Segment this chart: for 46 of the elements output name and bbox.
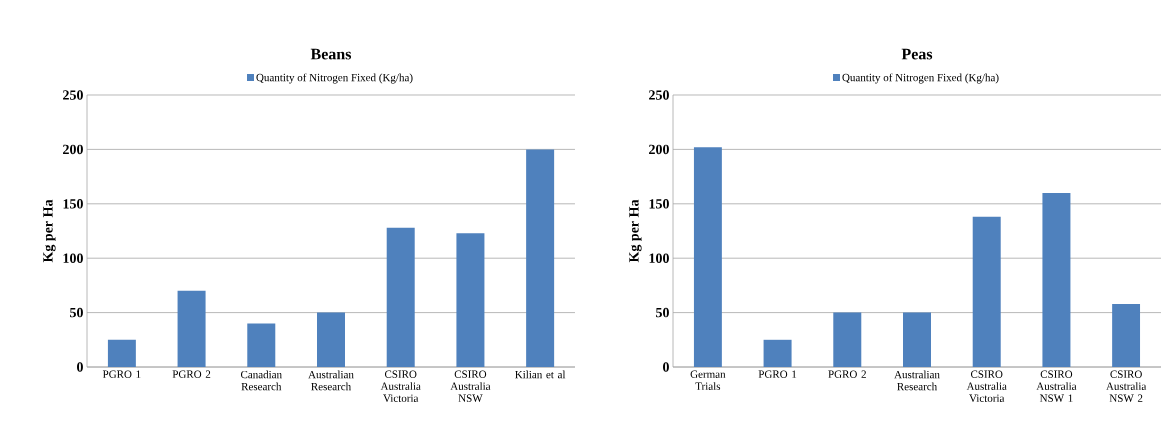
x-tick-label: Australian Research [894,370,940,391]
y-tick-label: 200 [649,144,669,155]
x-tick-label: Australian Research [308,370,354,391]
x-tick-label: CSIRO Australia NSW [450,370,491,402]
y-tick-label: 250 [649,90,669,100]
x-tick-label: PGRO 2 [828,370,866,378]
y-tick-label: 100 [63,253,83,263]
x-tick-label: PGRO 1 [102,370,141,378]
y-tick-label: 200 [63,144,83,155]
bar [972,216,1001,367]
y-tick-label: 50 [70,307,83,318]
x-tick-label: CSIRO Australia Victoria [966,370,1007,402]
bar [693,147,722,367]
y-tick-label: 100 [649,253,669,263]
bar [1042,192,1071,367]
x-tick-label: Canadian Research [240,370,282,391]
legend-label: Quantity of Nitrogen Fixed (Kg/ha) [842,73,999,84]
bar [317,312,345,367]
x-tick-label: German Trials [690,370,726,390]
bar [1112,303,1141,367]
bar [763,339,792,367]
x-tick-label: PGRO 1 [758,370,797,378]
y-tick-label: 250 [63,90,83,100]
bar [247,323,276,367]
x-tick-label: Kilian et al [515,370,566,379]
bar [177,290,206,367]
legend-label: Quantity of Nitrogen Fixed (Kg/ha) [256,73,413,84]
chart-title: Beans [310,48,352,60]
chart-title: Peas [901,48,933,60]
bar [107,339,136,367]
x-tick-label: CSIRO Australia NSW 1 [1036,370,1077,402]
y-tick-label: 0 [77,362,83,372]
y-tick-label: 150 [649,199,669,209]
x-tick-label: PGRO 2 [172,370,211,378]
y-tick-label: 0 [663,362,669,372]
y-tick-label: 150 [63,199,83,209]
bar [386,227,415,367]
bar [833,312,862,367]
bar [526,149,555,367]
x-tick-label: CSIRO Australia Victoria [380,370,421,402]
y-axis-title: Kg per Ha [43,199,56,263]
bar [903,312,931,367]
x-tick-label: CSIRO Australia NSW 2 [1106,370,1147,402]
y-axis-title: Kg per Ha [629,199,642,263]
y-tick-label: 50 [656,307,669,318]
bar [456,233,485,367]
